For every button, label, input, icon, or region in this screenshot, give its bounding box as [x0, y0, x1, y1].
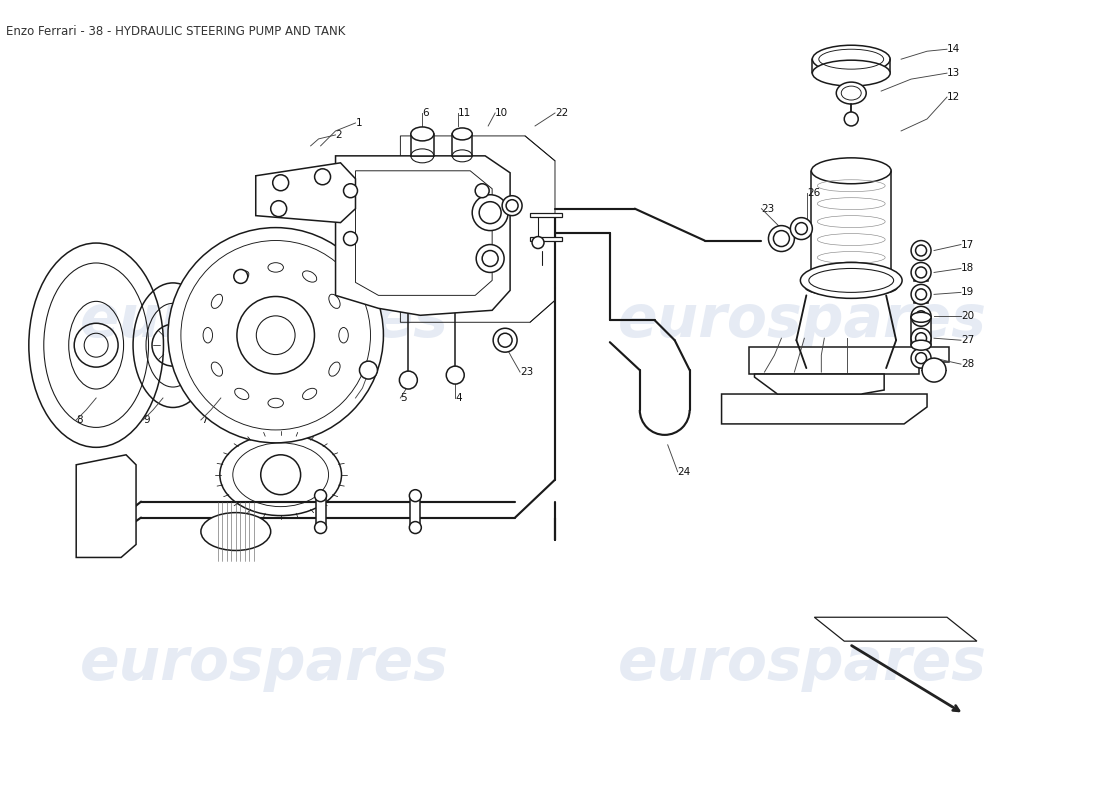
Text: 17: 17 [961, 239, 975, 250]
Bar [530, 237, 562, 241]
Text: 22: 22 [556, 108, 569, 118]
Bar [316, 496, 326, 527]
Text: eurospares: eurospares [618, 634, 987, 691]
Text: 24: 24 [678, 466, 691, 477]
Circle shape [409, 490, 421, 502]
Ellipse shape [812, 60, 890, 86]
Ellipse shape [812, 262, 891, 288]
Circle shape [343, 231, 358, 246]
Circle shape [911, 262, 931, 282]
Text: 5: 5 [400, 393, 407, 403]
Text: 15: 15 [847, 367, 860, 377]
Text: 20: 20 [961, 311, 975, 322]
Polygon shape [814, 618, 977, 641]
Bar [911, 318, 931, 345]
Text: 2: 2 [336, 130, 342, 140]
Bar [914, 291, 928, 303]
Text: 7: 7 [201, 415, 208, 425]
Circle shape [409, 522, 421, 534]
Circle shape [472, 194, 508, 230]
Text: 21: 21 [764, 367, 778, 377]
Circle shape [234, 270, 248, 283]
Text: 1: 1 [355, 118, 362, 128]
Bar [914, 270, 928, 282]
Text: 16: 16 [822, 367, 835, 377]
Text: 8: 8 [76, 415, 82, 425]
Text: 25: 25 [794, 367, 807, 377]
Text: eurospares: eurospares [80, 292, 449, 349]
Ellipse shape [911, 340, 931, 350]
Circle shape [315, 169, 331, 185]
Text: 3: 3 [355, 393, 362, 403]
Circle shape [475, 184, 490, 198]
Circle shape [791, 218, 812, 239]
Text: 10: 10 [495, 108, 508, 118]
Ellipse shape [911, 312, 931, 322]
Circle shape [271, 201, 287, 217]
Ellipse shape [201, 513, 271, 550]
Ellipse shape [452, 128, 472, 140]
Text: 12: 12 [947, 92, 960, 102]
Ellipse shape [411, 127, 433, 141]
Text: 27: 27 [961, 335, 975, 346]
Text: 23: 23 [761, 204, 774, 214]
Circle shape [845, 112, 858, 126]
Circle shape [315, 522, 327, 534]
Text: 14: 14 [947, 44, 960, 54]
Circle shape [502, 196, 522, 216]
Polygon shape [336, 156, 510, 315]
Text: 6: 6 [422, 108, 429, 118]
Circle shape [922, 358, 946, 382]
Polygon shape [722, 394, 927, 424]
Bar [410, 496, 420, 527]
Bar [452, 134, 472, 156]
Text: 18: 18 [961, 263, 975, 274]
Circle shape [476, 245, 504, 273]
Polygon shape [755, 374, 884, 394]
Circle shape [168, 228, 384, 443]
Circle shape [343, 184, 358, 198]
Bar [914, 314, 928, 326]
Ellipse shape [805, 278, 898, 296]
Circle shape [360, 361, 377, 379]
Text: 26: 26 [807, 188, 821, 198]
Circle shape [911, 328, 931, 348]
Text: Enzo Ferrari - 38 - HYDRAULIC STEERING PUMP AND TANK: Enzo Ferrari - 38 - HYDRAULIC STEERING P… [7, 26, 345, 38]
Circle shape [769, 226, 794, 251]
Text: 4: 4 [455, 393, 462, 403]
Circle shape [532, 237, 544, 249]
Text: eurospares: eurospares [618, 292, 987, 349]
Circle shape [273, 174, 288, 190]
Ellipse shape [812, 46, 890, 73]
Circle shape [911, 241, 931, 261]
Circle shape [315, 490, 327, 502]
Circle shape [911, 306, 931, 326]
Text: 9: 9 [143, 415, 150, 425]
Ellipse shape [812, 158, 891, 184]
Bar [411, 134, 433, 156]
Circle shape [493, 328, 517, 352]
Circle shape [911, 285, 931, 304]
Text: 19: 19 [961, 287, 975, 298]
Polygon shape [76, 455, 136, 558]
Text: 13: 13 [947, 68, 960, 78]
Text: eurospares: eurospares [80, 634, 449, 691]
Polygon shape [255, 163, 355, 222]
Circle shape [911, 348, 931, 368]
Circle shape [447, 366, 464, 384]
Ellipse shape [801, 262, 902, 298]
Bar [530, 213, 562, 217]
Text: 28: 28 [961, 359, 975, 369]
Text: 23: 23 [520, 367, 534, 377]
Ellipse shape [220, 434, 341, 515]
Circle shape [399, 371, 417, 389]
Text: 11: 11 [459, 108, 472, 118]
Polygon shape [749, 347, 949, 374]
Ellipse shape [836, 82, 866, 104]
